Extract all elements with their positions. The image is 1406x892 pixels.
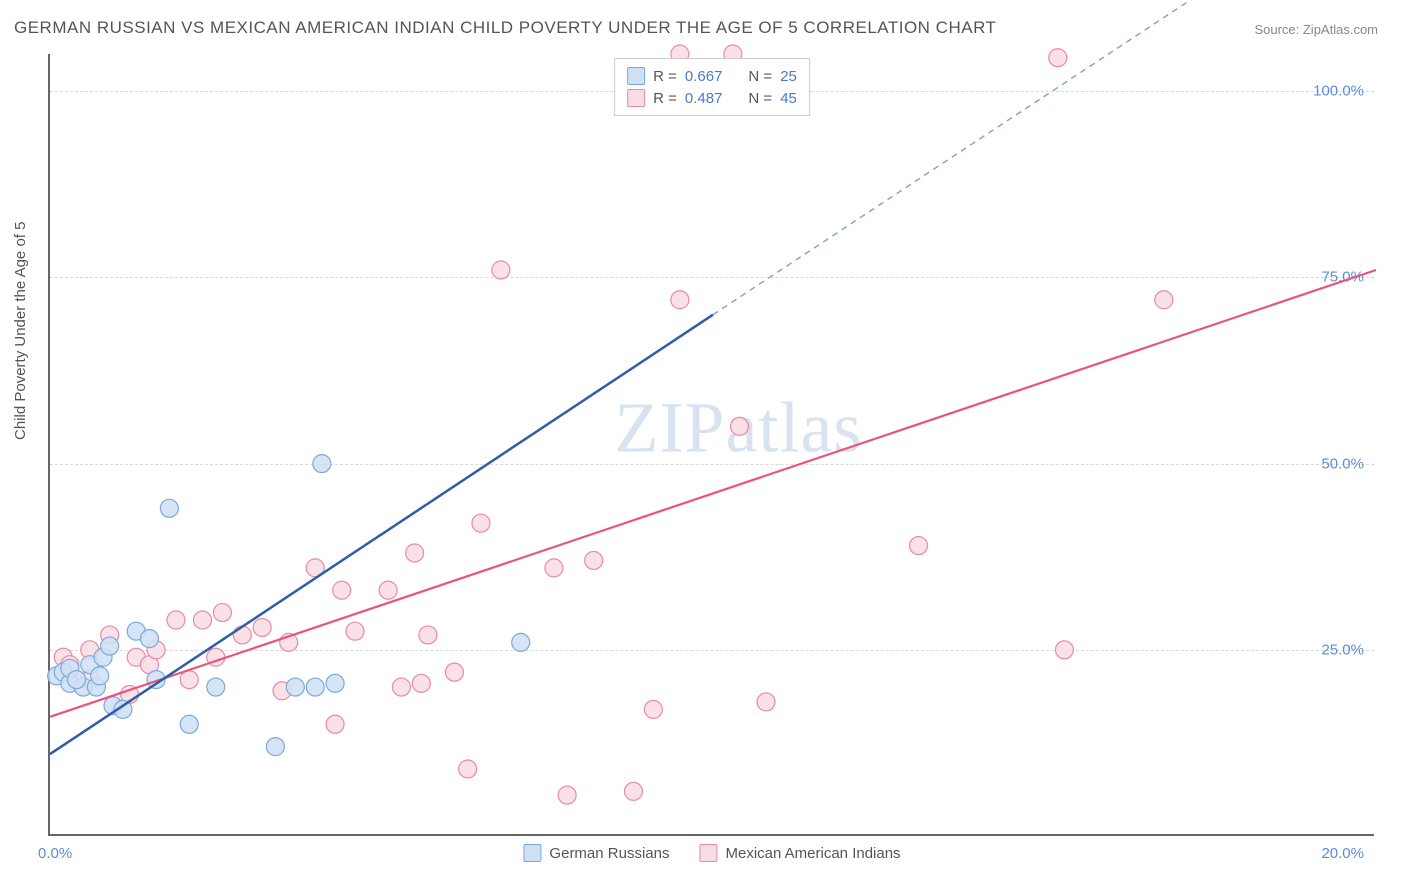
source-attribution: Source: ZipAtlas.com	[1254, 22, 1378, 37]
legend-item-german: German Russians	[523, 844, 669, 862]
chart-title: GERMAN RUSSIAN VS MEXICAN AMERICAN INDIA…	[14, 18, 996, 38]
n-value: 25	[780, 68, 797, 85]
legend-row-german: R = 0.667 N = 25	[627, 65, 797, 87]
swatch-icon	[523, 844, 541, 862]
legend-label: Mexican American Indians	[725, 845, 900, 862]
legend-row-mexican: R = 0.487 N = 45	[627, 87, 797, 109]
x-tick-label: 0.0%	[38, 845, 72, 862]
n-label: N =	[748, 68, 772, 85]
swatch-icon	[699, 844, 717, 862]
y-axis-label: Child Poverty Under the Age of 5	[12, 222, 29, 440]
chart-svg	[50, 54, 1374, 834]
legend-series: German Russians Mexican American Indians	[523, 844, 900, 862]
r-label: R =	[653, 68, 677, 85]
swatch-icon	[627, 89, 645, 107]
legend-stats: R = 0.667 N = 25 R = 0.487 N = 45	[614, 58, 810, 116]
n-label: N =	[748, 90, 772, 107]
r-label: R =	[653, 90, 677, 107]
r-value: 0.667	[685, 68, 723, 85]
legend-label: German Russians	[549, 845, 669, 862]
x-tick-label: 20.0%	[1321, 845, 1364, 862]
swatch-icon	[627, 67, 645, 85]
legend-item-mexican: Mexican American Indians	[699, 844, 900, 862]
r-value: 0.487	[685, 90, 723, 107]
plot-area: ZIPatlas 25.0% 50.0% 75.0% 100.0% 0.0% 2…	[48, 54, 1374, 836]
n-value: 45	[780, 90, 797, 107]
